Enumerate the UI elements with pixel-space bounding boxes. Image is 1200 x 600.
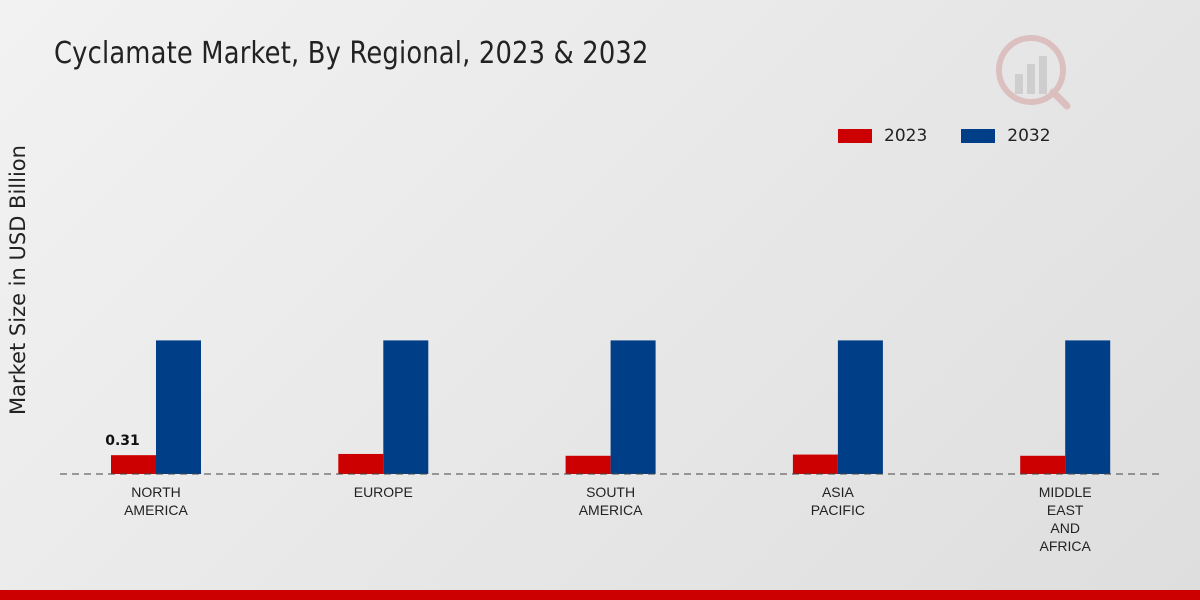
legend-item-2032: 2032 <box>961 126 1051 146</box>
legend-item-2023: 2023 <box>838 126 927 146</box>
watermark-logo-icon <box>996 35 1071 110</box>
x-tick-label-middle-east-and-africa: MIDDLE EAST AND AFRICA <box>1039 484 1092 554</box>
legend: 2023 2032 <box>838 126 1085 146</box>
legend-label-2032: 2032 <box>1007 126 1051 146</box>
bar-2032-asia-pacific <box>837 340 883 474</box>
chart-title: Cyclamate Market, By Regional, 2023 & 20… <box>54 36 649 71</box>
bar-2023-south-america <box>565 455 611 474</box>
bar-2023-north-america <box>111 455 156 474</box>
legend-swatch-2032 <box>961 129 996 143</box>
data-label-2023-north-america: 0.31 <box>105 433 140 449</box>
bar-2032-south-america <box>610 340 656 474</box>
x-tick-label-europe: EUROPE <box>354 484 413 500</box>
bottom-accent-bar <box>0 590 1200 600</box>
bar-2023-middle-east-and-africa <box>1020 455 1066 474</box>
bar-2023-europe <box>338 453 384 474</box>
bar-2032-middle-east-and-africa <box>1065 340 1111 474</box>
x-tick-label-north-america: NORTH AMERICA <box>124 484 188 518</box>
bar-2032-north-america <box>156 340 201 474</box>
legend-swatch-2023 <box>838 129 872 143</box>
x-tick-label-asia-pacific: ASIA PACIFIC <box>811 484 865 518</box>
bar-2023-asia-pacific <box>792 454 838 474</box>
legend-label-2023: 2023 <box>884 126 928 146</box>
bar-2032-europe <box>383 340 429 474</box>
x-tick-label-south-america: SOUTH AMERICA <box>579 484 643 518</box>
